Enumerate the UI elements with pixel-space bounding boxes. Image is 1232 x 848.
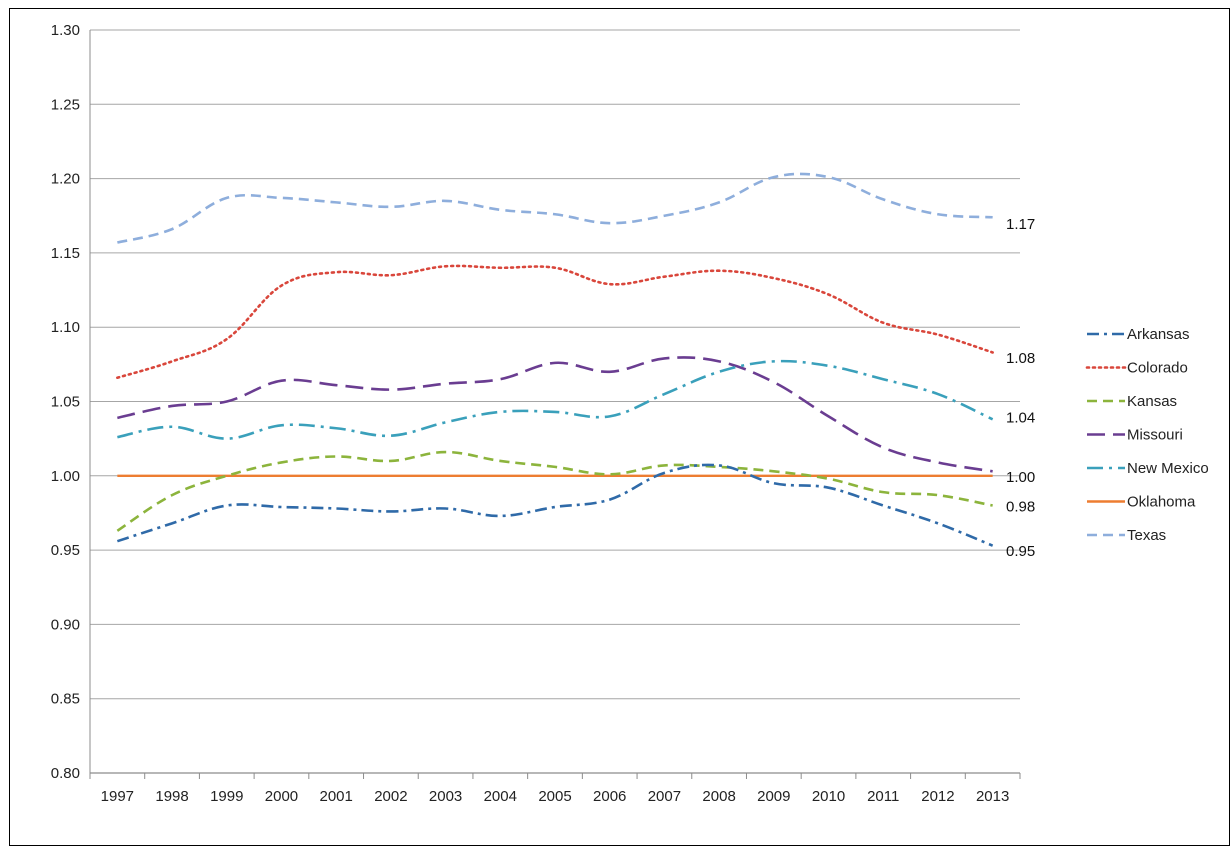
- legend-label-arkansas: Arkansas: [1127, 326, 1190, 343]
- x-tick-label: 2002: [374, 788, 407, 805]
- y-tick-label: 1.20: [51, 171, 80, 188]
- legend-label-new-mexico: New Mexico: [1127, 460, 1209, 477]
- chart-frame: [9, 8, 1230, 846]
- x-axis-ticks: 1997 1998 1999 2000 2001 2002 2003 2004 2005 2006…: [89, 773, 1021, 805]
- legend-label-colorado: Colorado: [1127, 360, 1188, 377]
- y-tick-label: 0.85: [51, 691, 80, 708]
- x-tick-label: 2000: [265, 788, 298, 805]
- x-tick-label: 2008: [702, 788, 735, 805]
- end-labels: 1.17 1.08 1.04 1.00 0.98 0.95: [1006, 216, 1035, 560]
- y-tick-label: 1.10: [51, 319, 80, 336]
- x-tick-label: 1997: [101, 788, 134, 805]
- y-tick-label: 1.15: [51, 245, 80, 262]
- x-tick-label: 2013: [976, 788, 1009, 805]
- legend: Arkansas Colorado Kansas Missouri New Mexico…: [1085, 326, 1209, 544]
- x-tick-label: 2007: [648, 788, 681, 805]
- legend-label-texas: Texas: [1127, 527, 1166, 544]
- y-tick-label: 1.00: [51, 468, 80, 485]
- legend-label-kansas: Kansas: [1127, 393, 1177, 410]
- x-tick-label: 1999: [210, 788, 243, 805]
- series-line-colorado: [116, 264, 994, 380]
- end-value-label: 0.95: [1006, 543, 1035, 560]
- x-tick-label: 2010: [812, 788, 845, 805]
- x-tick-label: 2004: [484, 788, 517, 805]
- legend-label-missouri: Missouri: [1127, 427, 1183, 444]
- y-tick-label: 0.80: [51, 765, 80, 782]
- series-lines: [116, 172, 994, 547]
- series-line-texas: [117, 172, 993, 244]
- series-line-missouri: [117, 356, 993, 473]
- y-tick-label: 1.30: [51, 22, 80, 39]
- series-line-arkansas: [116, 463, 994, 547]
- end-value-label: 1.08: [1006, 350, 1035, 367]
- y-axis-ticks: 0.80 0.85 0.90 0.95 1.00 1.05 1.10 1.15 1.20 1.25…: [51, 22, 80, 782]
- x-tick-label: 2006: [593, 788, 626, 805]
- end-value-label: 1.17: [1006, 216, 1035, 233]
- y-tick-label: 1.25: [51, 96, 80, 113]
- y-tick-label: 1.05: [51, 394, 80, 411]
- series-line-new-mexico: [117, 359, 994, 440]
- y-tick-label: 0.90: [51, 616, 80, 633]
- x-tick-label: 2012: [921, 788, 954, 805]
- x-tick-label: 2011: [867, 788, 899, 805]
- x-tick-label: 2009: [757, 788, 790, 805]
- series-line-kansas: [116, 450, 993, 532]
- end-value-label: 1.00: [1006, 469, 1035, 486]
- x-tick-label: 2003: [429, 788, 462, 805]
- x-tick-label: 2005: [538, 788, 571, 805]
- x-tick-label: 2001: [319, 788, 352, 805]
- x-tick-label: 1998: [155, 788, 188, 805]
- y-tick-label: 0.95: [51, 542, 80, 559]
- axes: [89, 30, 1020, 774]
- legend-label-oklahoma: Oklahoma: [1127, 494, 1196, 511]
- end-value-label: 1.04: [1006, 409, 1035, 426]
- end-value-label: 0.98: [1006, 499, 1035, 516]
